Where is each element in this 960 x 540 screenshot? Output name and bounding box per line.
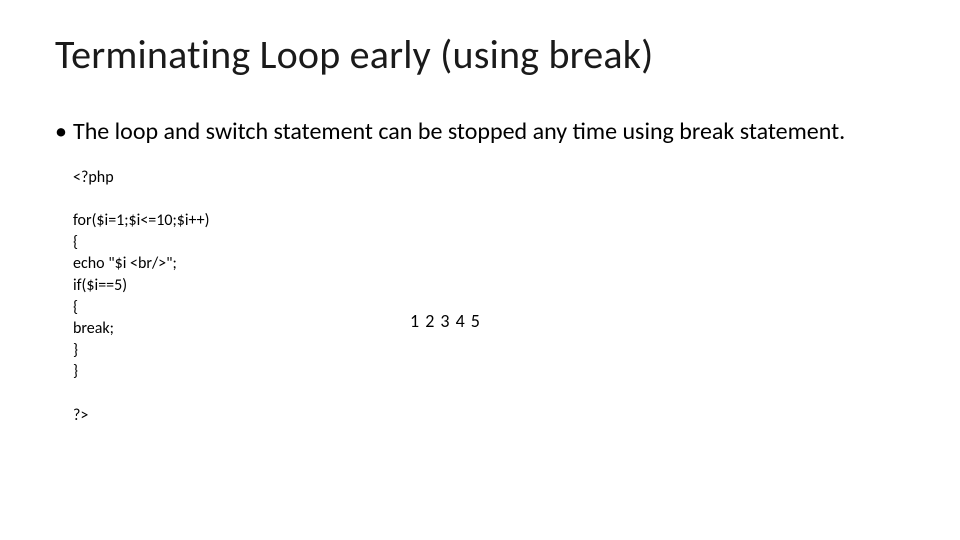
code-line: } bbox=[73, 362, 78, 381]
code-line: if($i==5) bbox=[73, 276, 127, 295]
bullet-row: • The loop and switch statement can be s… bbox=[55, 117, 905, 147]
slide-title: Terminating Loop early (using break) bbox=[55, 30, 905, 79]
code-block: <?php for($i=1;$i<=10;$i++) { echo "$i <… bbox=[73, 167, 905, 426]
code-line: } bbox=[73, 341, 78, 360]
code-line: break; bbox=[73, 319, 114, 338]
bullet-dot-icon: • bbox=[55, 117, 73, 147]
bullet-block: • The loop and switch statement can be s… bbox=[55, 117, 905, 147]
bullet-text: The loop and switch statement can be sto… bbox=[73, 117, 905, 147]
code-line: for($i=1;$i<=10;$i++) bbox=[73, 211, 209, 230]
code-line: { bbox=[73, 233, 78, 252]
code-line: ?> bbox=[73, 406, 88, 425]
slide: Terminating Loop early (using break) • T… bbox=[0, 0, 960, 540]
code-line: echo "$i <br/>"; bbox=[73, 254, 177, 273]
code-line: <?php bbox=[73, 168, 114, 187]
output-text: 1 2 3 4 5 bbox=[410, 310, 481, 332]
code-line: { bbox=[73, 298, 78, 317]
